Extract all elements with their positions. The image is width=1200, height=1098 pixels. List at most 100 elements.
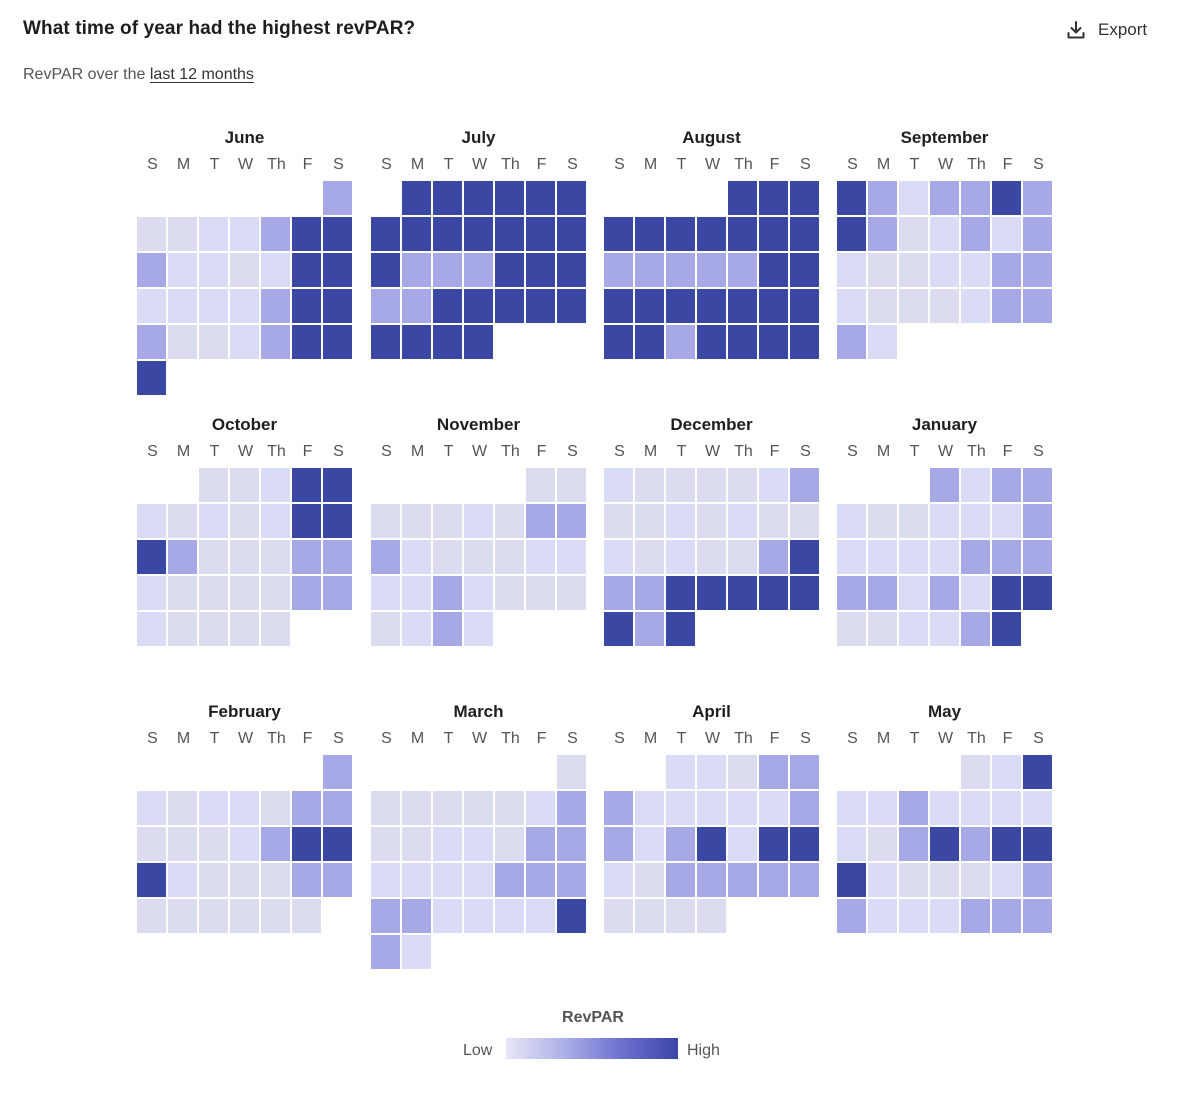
day-cell[interactable] <box>323 468 352 502</box>
day-cell[interactable] <box>666 217 695 251</box>
day-cell[interactable] <box>992 755 1021 789</box>
day-cell[interactable] <box>292 468 321 502</box>
day-cell[interactable] <box>666 612 695 646</box>
day-cell[interactable] <box>495 289 524 323</box>
day-cell[interactable] <box>261 612 290 646</box>
day-cell[interactable] <box>495 217 524 251</box>
day-cell[interactable] <box>137 576 166 610</box>
day-cell[interactable] <box>728 217 757 251</box>
day-cell[interactable] <box>790 540 819 574</box>
day-cell[interactable] <box>199 576 228 610</box>
day-cell[interactable] <box>790 325 819 359</box>
day-cell[interactable] <box>837 217 866 251</box>
day-cell[interactable] <box>666 863 695 897</box>
day-cell[interactable] <box>137 361 166 395</box>
day-cell[interactable] <box>837 791 866 825</box>
day-cell[interactable] <box>759 755 788 789</box>
day-cell[interactable] <box>292 899 321 933</box>
day-cell[interactable] <box>930 863 959 897</box>
day-cell[interactable] <box>728 289 757 323</box>
day-cell[interactable] <box>666 504 695 538</box>
day-cell[interactable] <box>371 791 400 825</box>
day-cell[interactable] <box>899 863 928 897</box>
day-cell[interactable] <box>697 504 726 538</box>
day-cell[interactable] <box>992 612 1021 646</box>
day-cell[interactable] <box>604 289 633 323</box>
day-cell[interactable] <box>930 217 959 251</box>
day-cell[interactable] <box>230 468 259 502</box>
day-cell[interactable] <box>790 791 819 825</box>
day-cell[interactable] <box>137 540 166 574</box>
day-cell[interactable] <box>666 325 695 359</box>
day-cell[interactable] <box>930 504 959 538</box>
day-cell[interactable] <box>868 289 897 323</box>
day-cell[interactable] <box>666 289 695 323</box>
day-cell[interactable] <box>402 217 431 251</box>
day-cell[interactable] <box>495 576 524 610</box>
day-cell[interactable] <box>759 540 788 574</box>
day-cell[interactable] <box>371 935 400 969</box>
day-cell[interactable] <box>697 576 726 610</box>
day-cell[interactable] <box>402 540 431 574</box>
day-cell[interactable] <box>292 540 321 574</box>
day-cell[interactable] <box>635 217 664 251</box>
day-cell[interactable] <box>323 863 352 897</box>
day-cell[interactable] <box>526 791 555 825</box>
day-cell[interactable] <box>526 289 555 323</box>
day-cell[interactable] <box>604 504 633 538</box>
day-cell[interactable] <box>199 827 228 861</box>
day-cell[interactable] <box>137 863 166 897</box>
day-cell[interactable] <box>526 899 555 933</box>
day-cell[interactable] <box>961 181 990 215</box>
day-cell[interactable] <box>604 325 633 359</box>
day-cell[interactable] <box>697 468 726 502</box>
day-cell[interactable] <box>323 181 352 215</box>
day-cell[interactable] <box>495 181 524 215</box>
day-cell[interactable] <box>402 181 431 215</box>
day-cell[interactable] <box>868 181 897 215</box>
day-cell[interactable] <box>899 576 928 610</box>
day-cell[interactable] <box>199 468 228 502</box>
day-cell[interactable] <box>199 899 228 933</box>
day-cell[interactable] <box>635 612 664 646</box>
day-cell[interactable] <box>697 791 726 825</box>
day-cell[interactable] <box>433 540 462 574</box>
day-cell[interactable] <box>371 253 400 287</box>
day-cell[interactable] <box>292 217 321 251</box>
day-cell[interactable] <box>697 253 726 287</box>
day-cell[interactable] <box>261 540 290 574</box>
day-cell[interactable] <box>635 253 664 287</box>
day-cell[interactable] <box>137 325 166 359</box>
day-cell[interactable] <box>292 791 321 825</box>
day-cell[interactable] <box>199 253 228 287</box>
day-cell[interactable] <box>837 253 866 287</box>
day-cell[interactable] <box>323 217 352 251</box>
day-cell[interactable] <box>323 325 352 359</box>
day-cell[interactable] <box>433 791 462 825</box>
day-cell[interactable] <box>261 289 290 323</box>
day-cell[interactable] <box>199 540 228 574</box>
day-cell[interactable] <box>635 863 664 897</box>
export-button[interactable]: Export <box>1066 18 1147 42</box>
day-cell[interactable] <box>604 576 633 610</box>
day-cell[interactable] <box>230 899 259 933</box>
day-cell[interactable] <box>604 791 633 825</box>
day-cell[interactable] <box>1023 253 1052 287</box>
day-cell[interactable] <box>1023 899 1052 933</box>
day-cell[interactable] <box>261 325 290 359</box>
day-cell[interactable] <box>557 827 586 861</box>
day-cell[interactable] <box>292 863 321 897</box>
day-cell[interactable] <box>292 504 321 538</box>
day-cell[interactable] <box>604 468 633 502</box>
day-cell[interactable] <box>837 540 866 574</box>
day-cell[interactable] <box>464 504 493 538</box>
day-cell[interactable] <box>230 540 259 574</box>
day-cell[interactable] <box>402 504 431 538</box>
day-cell[interactable] <box>199 791 228 825</box>
day-cell[interactable] <box>292 325 321 359</box>
day-cell[interactable] <box>557 289 586 323</box>
day-cell[interactable] <box>168 289 197 323</box>
day-cell[interactable] <box>961 468 990 502</box>
day-cell[interactable] <box>433 325 462 359</box>
day-cell[interactable] <box>464 899 493 933</box>
